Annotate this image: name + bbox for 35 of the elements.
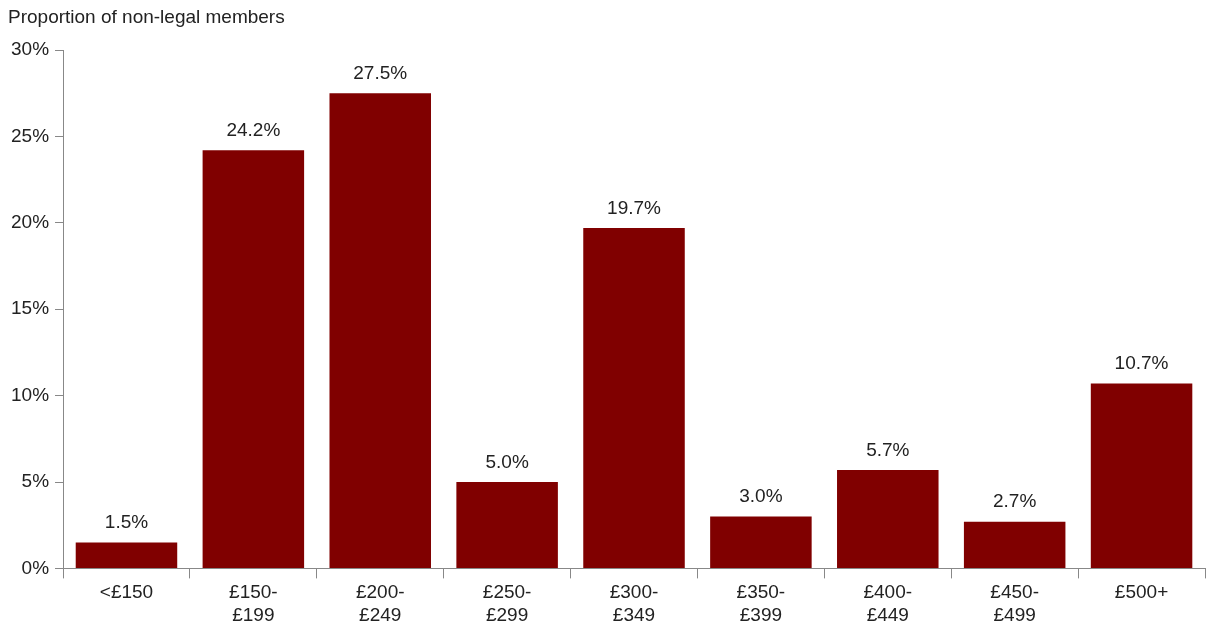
data-label: 24.2% xyxy=(226,118,281,140)
bar xyxy=(329,93,431,568)
bar xyxy=(202,150,305,568)
y-tick-label: 25% xyxy=(11,124,50,146)
data-label: 5.7% xyxy=(866,438,910,460)
y-tick-label: 30% xyxy=(11,38,50,60)
bar xyxy=(456,482,558,568)
x-tick-label: £300-£349 xyxy=(609,581,659,625)
bar xyxy=(583,227,685,568)
data-label: 19.7% xyxy=(607,196,662,218)
bar xyxy=(710,516,812,568)
data-label: 5.0% xyxy=(485,450,529,472)
data-label: 27.5% xyxy=(353,61,408,83)
x-tick-label: <£150 xyxy=(99,581,154,603)
data-label: 1.5% xyxy=(104,511,149,533)
bar xyxy=(1090,383,1193,568)
bar xyxy=(837,469,939,568)
data-label: 3.0% xyxy=(739,485,783,507)
y-tick-label: 5% xyxy=(21,470,50,492)
bar xyxy=(75,542,178,568)
x-tick-label: £500+ xyxy=(1114,581,1169,603)
x-tick-label: £350-£399 xyxy=(736,581,786,625)
y-tick-label: 15% xyxy=(11,297,50,319)
y-tick-label: 0% xyxy=(21,556,50,578)
y-tick-label: 20% xyxy=(11,211,50,233)
x-tick-label: £250-£299 xyxy=(482,581,532,625)
bar xyxy=(963,521,1066,568)
x-tick-label: £400-£449 xyxy=(863,581,913,625)
x-tick-label: £450-£499 xyxy=(990,581,1039,625)
data-label: 10.7% xyxy=(1114,352,1169,374)
x-tick-label: £200-£249 xyxy=(355,581,405,625)
y-tick-label: 10% xyxy=(11,383,50,405)
data-label: 2.7% xyxy=(993,490,1037,512)
y-axis-title: Proportion of non-legal members xyxy=(8,6,285,28)
x-tick-label: £150-£199 xyxy=(229,581,278,625)
